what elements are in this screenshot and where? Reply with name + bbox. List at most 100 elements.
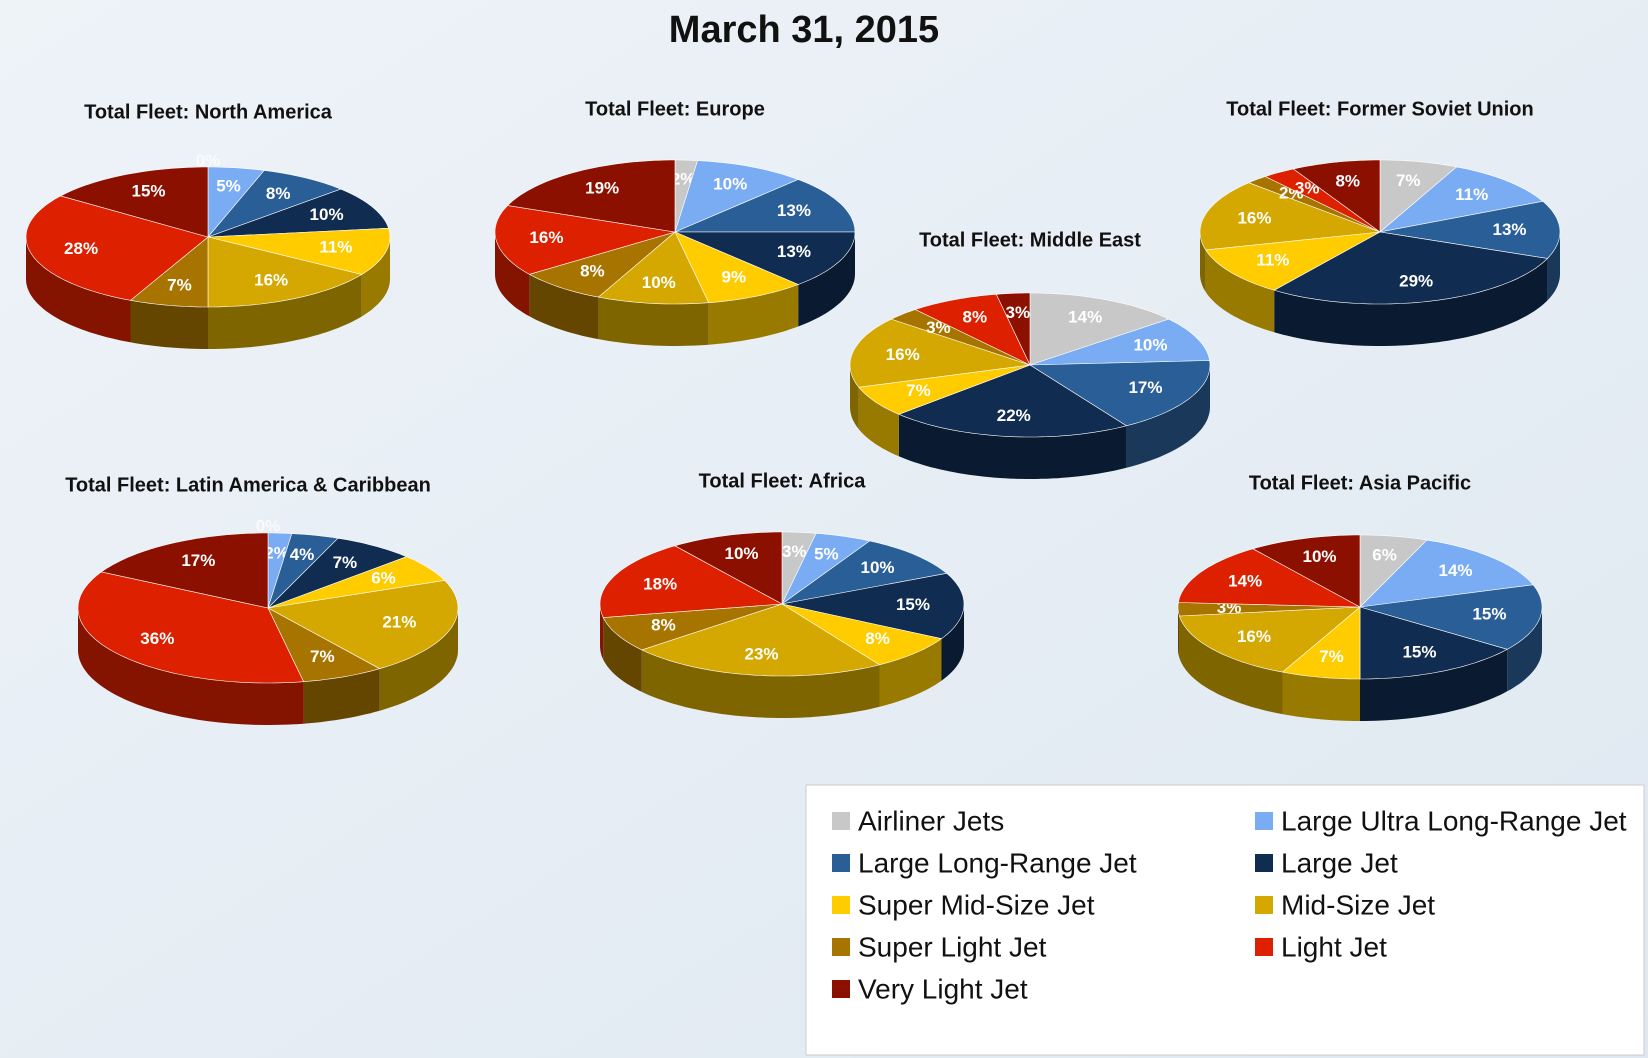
pie-slice — [267, 607, 381, 683]
pie-side — [1547, 232, 1560, 301]
data-label: 8% — [865, 629, 890, 648]
pie-slice — [267, 556, 446, 609]
pie-side — [1205, 249, 1275, 333]
data-label: 2% — [671, 170, 696, 189]
data-label: 18% — [643, 574, 677, 593]
pie-side — [798, 232, 855, 327]
pie-slice — [207, 170, 342, 238]
pie-slice — [1029, 318, 1210, 366]
pie-slice — [1199, 182, 1381, 251]
data-label: 29% — [1399, 271, 1433, 290]
legend-swatch — [1255, 854, 1273, 872]
pie-title: Total Fleet: Africa — [699, 470, 867, 492]
pie-side — [1282, 672, 1360, 721]
legend-label: Super Mid-Size Jet — [858, 889, 1095, 920]
data-label: 11% — [319, 237, 352, 256]
pie-slice — [897, 364, 1128, 438]
data-label: 15% — [896, 595, 930, 614]
pie-slice — [207, 227, 391, 275]
data-label: 6% — [1372, 546, 1397, 565]
pie-side — [941, 604, 964, 681]
pie-slice — [781, 603, 943, 666]
pie-slice — [1247, 176, 1381, 233]
data-label: 10% — [724, 544, 758, 563]
pie-side — [879, 638, 942, 707]
pie-side — [495, 232, 530, 317]
legend-swatch — [1255, 938, 1273, 956]
pie-title: Total Fleet: North America — [84, 101, 333, 123]
pie-slice — [1178, 548, 1361, 608]
data-label: 13% — [777, 242, 811, 261]
data-label: 0% — [196, 151, 221, 170]
legend-swatch — [832, 896, 850, 914]
pie-slice — [995, 292, 1031, 366]
pie-slice — [100, 532, 269, 609]
data-label: 10% — [861, 558, 895, 577]
pie-slice — [674, 160, 800, 233]
data-label: 15% — [1402, 643, 1436, 662]
legend-label: Large Jet — [1281, 847, 1398, 878]
pie-slice — [1178, 606, 1361, 673]
legend-label: Light Jet — [1281, 931, 1387, 962]
data-label: 2% — [264, 544, 289, 563]
data-label: 3% — [1006, 303, 1031, 322]
pie-slice — [77, 571, 305, 684]
pie-side — [850, 365, 859, 430]
data-label: 17% — [1128, 378, 1162, 397]
pie-slice — [890, 309, 1031, 366]
legend-label: Large Ultra Long-Range Jet — [1281, 805, 1627, 836]
pie-slice — [674, 231, 856, 285]
pie-side — [303, 668, 380, 724]
data-label: 13% — [777, 201, 811, 220]
legend-label: Very Light Jet — [858, 973, 1028, 1004]
pie-slice — [1379, 159, 1458, 233]
pie-side — [529, 274, 599, 340]
pie-slice — [914, 293, 1031, 366]
pie-slice — [781, 572, 965, 640]
data-label: 8% — [266, 184, 291, 203]
data-label: 23% — [744, 645, 778, 664]
pie-slice — [207, 166, 265, 238]
data-label: 10% — [1302, 547, 1336, 566]
pie-slice — [1029, 292, 1170, 366]
pie-side — [641, 649, 880, 718]
pie-title: Total Fleet: Europe — [585, 98, 765, 120]
pie-side — [130, 300, 208, 349]
data-label: 36% — [140, 629, 174, 648]
pie-side — [1178, 607, 1180, 658]
data-label: 7% — [1396, 171, 1421, 190]
pie-slice — [674, 231, 800, 304]
pie-side — [78, 608, 304, 725]
data-label: 11% — [1455, 185, 1488, 204]
data-label: 14% — [1439, 561, 1473, 580]
pie-slice — [207, 188, 390, 238]
pie-slice — [207, 236, 363, 308]
pie-side — [1507, 607, 1542, 692]
pie-side — [598, 297, 709, 346]
pie-side — [898, 414, 1127, 479]
pie-slice — [674, 179, 856, 233]
pie-title: Total Fleet: Former Soviet Union — [1226, 98, 1533, 120]
pie-side — [1126, 365, 1210, 468]
data-label: 7% — [1319, 647, 1344, 666]
data-label: 9% — [722, 268, 747, 287]
data-label: 19% — [585, 179, 619, 198]
data-label: 15% — [131, 182, 165, 201]
data-label: 14% — [1228, 572, 1262, 591]
data-label: 5% — [216, 177, 241, 196]
pie-slice — [1205, 231, 1381, 291]
data-label: 5% — [814, 545, 839, 564]
pie-slice — [129, 236, 209, 308]
data-label: 16% — [886, 345, 920, 364]
data-label: 6% — [371, 569, 396, 588]
pie-title: Total Fleet: Middle East — [919, 229, 1141, 251]
pie-slice — [494, 205, 676, 275]
data-label: 16% — [254, 271, 288, 290]
pie-side — [1179, 616, 1283, 715]
data-label: 22% — [997, 406, 1031, 425]
legend-label: Mid-Size Jet — [1281, 889, 1435, 920]
data-label: 14% — [1068, 308, 1102, 327]
pie-side — [1274, 258, 1548, 346]
pie-side — [1200, 232, 1206, 292]
data-label: 0% — [256, 516, 281, 535]
